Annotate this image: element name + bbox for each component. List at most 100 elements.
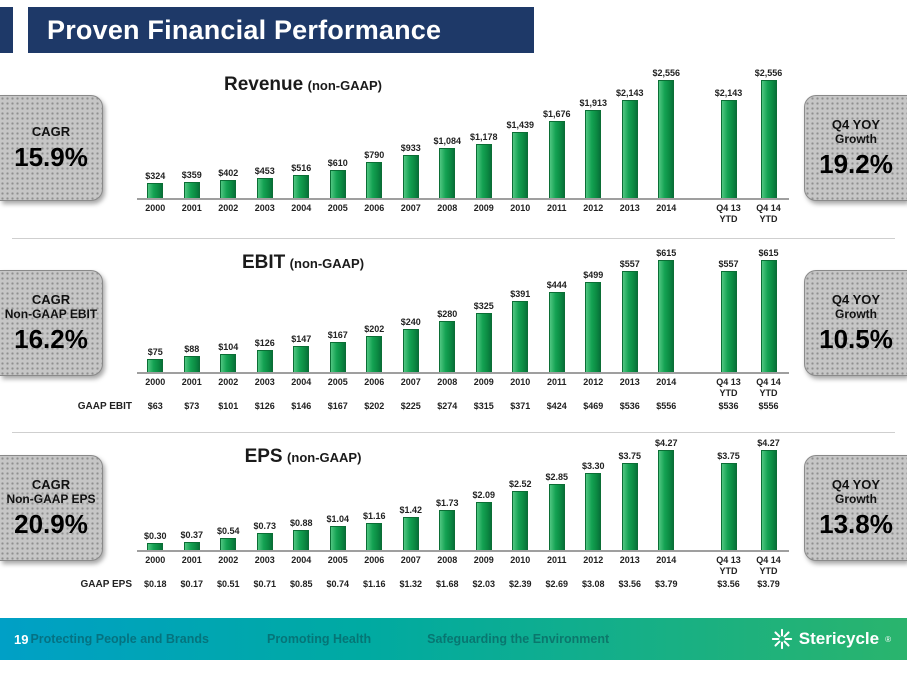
bar — [293, 345, 310, 373]
bar-column: $444 — [539, 248, 576, 373]
bar-value-label: $402 — [218, 167, 239, 178]
bar-column: $610 — [320, 68, 357, 199]
axis-category-label: Q4 13 YTD — [716, 203, 741, 225]
yoy-growth-value: 19.2% — [819, 148, 893, 179]
axis-category-label: 2003 — [254, 377, 275, 388]
bar — [621, 271, 638, 373]
axis-category-label: 2000 — [145, 377, 166, 388]
axis-category-label: 2006 — [364, 377, 385, 388]
bar-column: $1,178 — [466, 68, 503, 199]
axis-category-label: 2011 — [546, 555, 567, 566]
panel-label: Q4 YOY — [831, 291, 881, 307]
bar-plot: $324 $359 $402 $453 $516 $610 $790 $933 $1,084 $1… — [137, 68, 789, 201]
bar — [475, 313, 492, 373]
yoy-panel-ebit: Q4 YOY Growth 10.5% — [804, 270, 907, 376]
axis-category-label: 2013 — [619, 203, 640, 214]
gaap-row-label: GAAP EPS — [80, 579, 133, 590]
bar-column: $1.16 — [356, 438, 393, 551]
bar-value-label: $790 — [364, 149, 385, 160]
axis-category-label: 2009 — [473, 555, 494, 566]
gaap-value: $0.71 — [253, 579, 277, 589]
bar-column: $516 — [283, 68, 320, 199]
bar — [760, 80, 777, 199]
axis-category-label: 2011 — [546, 203, 567, 214]
bar-column: $0.88 — [283, 438, 320, 551]
bar — [329, 170, 346, 199]
eps-chart-section: CAGR Non-GAAP EPS 20.9% EPS (non-GAAP) $… — [0, 434, 907, 617]
bar — [439, 321, 456, 373]
bar-column: $3.75 — [709, 438, 749, 551]
bar-value-label: $88 — [184, 344, 200, 355]
gaap-value: $101 — [218, 401, 239, 411]
footer-item: Safeguarding the Environment — [427, 632, 610, 646]
bar-column: $167 — [320, 248, 357, 373]
bar-column: $0.30 — [137, 438, 174, 551]
axis-category-label: 2004 — [291, 203, 312, 214]
stericycle-logo: Stericycle ® — [771, 628, 891, 650]
gaap-row: GAAP EPS $0.18 $0.17 $0.51 $0.71 $0.85 $0.74 $… — [81, 579, 789, 590]
chart-subtitle-text: (non-GAAP) — [287, 450, 362, 465]
axis-category-label: 2005 — [327, 555, 348, 566]
bar-column: $1.73 — [429, 438, 466, 551]
panel-label: Growth — [835, 491, 877, 506]
bar — [439, 509, 456, 551]
bar-value-label: $2,143 — [714, 87, 743, 98]
gaap-row-label: GAAP EBIT — [77, 401, 132, 412]
bar-column: $615 — [648, 248, 685, 373]
axis-category-label: 2008 — [437, 377, 458, 388]
bar — [256, 533, 273, 551]
bar — [585, 473, 602, 551]
bar — [147, 543, 164, 551]
bar — [658, 260, 675, 373]
bar-column: $0.73 — [247, 438, 284, 551]
bar-column: $2.85 — [539, 438, 576, 551]
bar — [402, 328, 419, 373]
bar-value-label: $2,556 — [754, 68, 783, 79]
bar — [256, 177, 273, 199]
chart-title-text: EPS — [244, 446, 283, 467]
axis-category-label: Q4 14 YTD — [756, 555, 781, 577]
bar — [720, 99, 737, 199]
bar — [147, 183, 164, 199]
bar-value-label: $1,439 — [506, 120, 535, 131]
bar — [658, 80, 675, 199]
gaap-value: $0.17 — [180, 579, 204, 589]
bar-value-label: $324 — [145, 171, 166, 182]
panel-label: Q4 YOY — [831, 476, 881, 492]
bar-column: $402 — [210, 68, 247, 199]
axis-category-label: 2004 — [291, 377, 312, 388]
gaap-value: $315 — [473, 401, 494, 411]
bar-column: $280 — [429, 248, 466, 373]
bar — [366, 335, 383, 373]
chart-title: Revenue (non-GAAP) — [113, 74, 493, 96]
bar-value-label: $933 — [400, 143, 421, 154]
bar — [585, 110, 602, 199]
bar-value-label: $75 — [147, 346, 163, 357]
bar-value-label: $610 — [327, 158, 348, 169]
gaap-value: $424 — [546, 401, 567, 411]
bar-column: $147 — [283, 248, 320, 373]
bar-value-label: $167 — [327, 330, 348, 341]
bar-value-label: $4.27 — [654, 438, 678, 449]
bar — [760, 260, 777, 373]
bar — [366, 161, 383, 199]
bar — [512, 301, 529, 373]
panel-label: Q4 YOY — [831, 116, 881, 132]
chart-title-text: EBIT — [241, 252, 286, 273]
gaap-value: $146 — [291, 401, 312, 411]
axis-category-label: 2003 — [254, 555, 275, 566]
bar-value-label: $2.09 — [472, 489, 496, 500]
ebit-chart-section: CAGR Non-GAAP EBIT 16.2% EBIT (non-GAAP)… — [0, 240, 907, 431]
axis-category-label: 2009 — [473, 203, 494, 214]
yoy-panel-eps: Q4 YOY Growth 13.8% — [804, 455, 907, 561]
bar — [720, 271, 737, 373]
axis-category-label: Q4 13 YTD — [716, 377, 741, 399]
chart-area-eps: EPS (non-GAAP) $0.30 $0.37 $0.54 $0.73 $0.88… — [81, 434, 804, 617]
chart-subtitle-text: (non-GAAP) — [289, 256, 365, 271]
panel-label: CAGR — [31, 476, 71, 492]
axis-category-label: 2005 — [327, 203, 348, 214]
bar-value-label: $359 — [181, 169, 202, 180]
axis-row: 2000 2001 2002 2003 2004 2005 2006 2007 2008 2009… — [137, 203, 789, 225]
gaap-value: $3.56 — [717, 579, 740, 589]
axis-category-label: Q4 14 YTD — [756, 377, 781, 399]
